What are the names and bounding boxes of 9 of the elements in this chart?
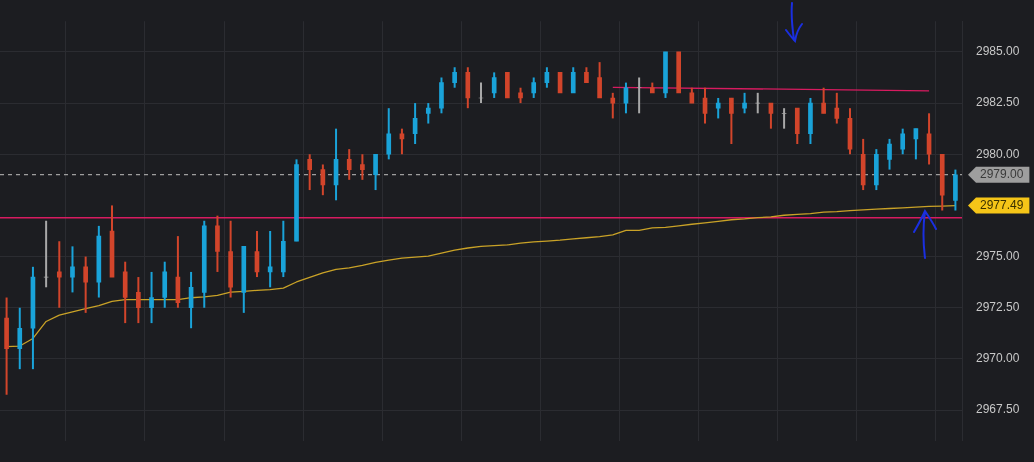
y-tick-label: 2967.50 (976, 402, 1020, 417)
y-tick-label: 2970.00 (976, 351, 1020, 366)
y-tick-label: 2982.50 (976, 95, 1020, 110)
y-tick-label: 2980.00 (976, 146, 1020, 161)
y-tick-label: 2975.00 (976, 248, 1020, 263)
y-tick-label: 2985.00 (976, 44, 1020, 59)
text: 2977.49 (980, 197, 1024, 212)
y-tick-label: 2972.50 (976, 300, 1020, 315)
ref-line-label: 2979.00 (980, 167, 1024, 182)
